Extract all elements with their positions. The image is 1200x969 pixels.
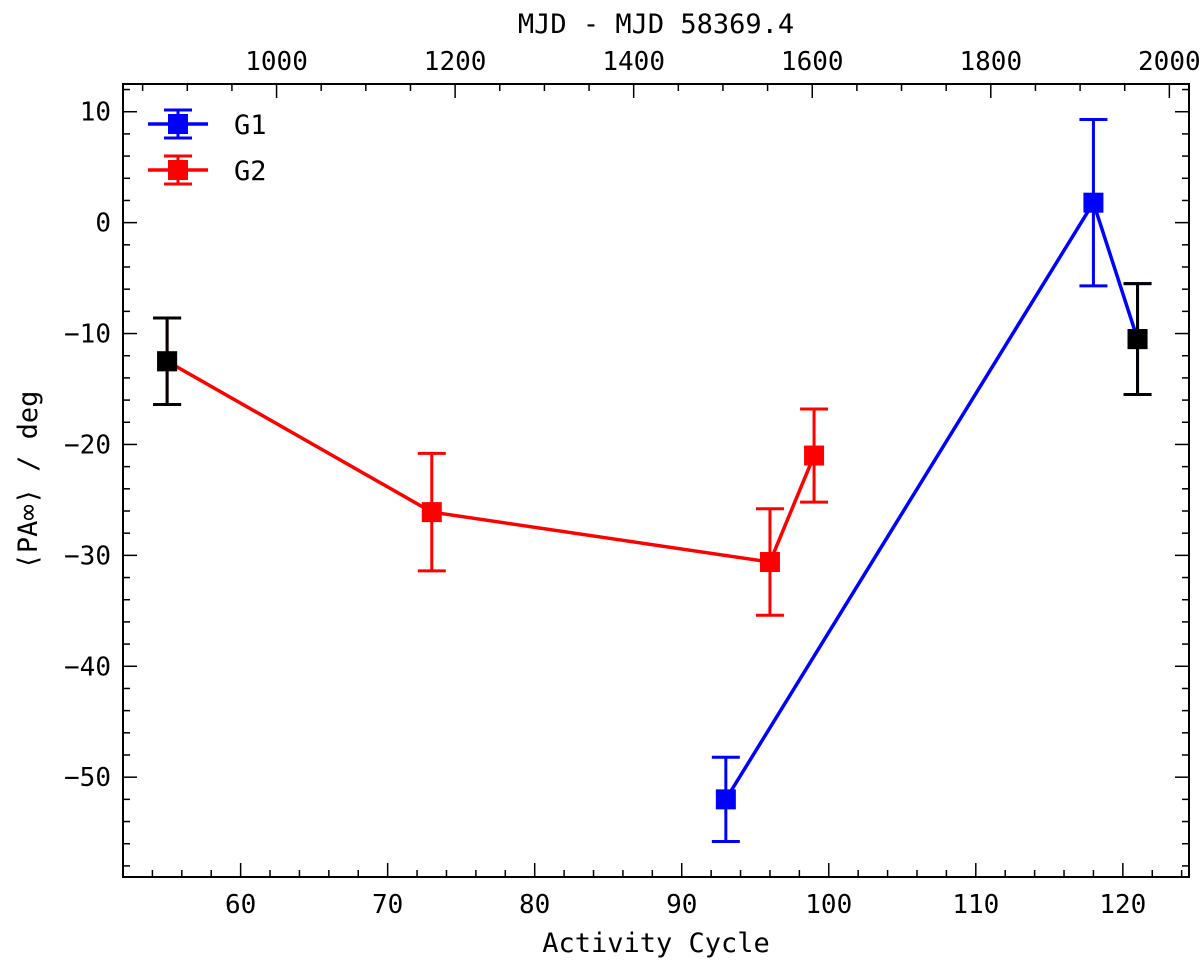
legend-entry-g2: G2 xyxy=(148,154,267,187)
g1-point xyxy=(715,789,736,810)
top-axis-title: MJD - MJD 58369.4 xyxy=(518,9,794,40)
highlight-point xyxy=(1127,329,1148,350)
top-tick-label: 2000 xyxy=(1138,47,1200,77)
x-tick-label: 70 xyxy=(372,890,403,920)
y-tick-label: −40 xyxy=(64,652,111,682)
y-tick-label: −30 xyxy=(64,541,111,571)
top-tick-label: 1800 xyxy=(959,47,1022,77)
series-line-g1 xyxy=(724,198,1140,801)
g2-point xyxy=(421,502,442,523)
g2-point xyxy=(804,445,825,466)
y-tick-label: 10 xyxy=(80,98,111,128)
highlighted-points xyxy=(153,282,1152,407)
highlight-point xyxy=(157,351,178,372)
series-g2 xyxy=(153,316,829,617)
legend-entry-g1: G1 xyxy=(148,108,267,141)
series-layer xyxy=(153,117,1152,844)
y-tick-label: −20 xyxy=(64,430,111,460)
legend-label-g1: G1 xyxy=(234,110,267,141)
x-tick-label: 60 xyxy=(225,890,256,920)
y-axis-title: ⟨PA∞⟩ / deg xyxy=(13,391,44,570)
legend-marker-g1 xyxy=(168,114,188,134)
x-axis-title: Activity Cycle xyxy=(542,928,770,959)
legend-label-g2: G2 xyxy=(234,156,267,187)
x-tick-label: 100 xyxy=(805,890,852,920)
y-tick-label: 0 xyxy=(95,209,111,239)
plot-frame xyxy=(122,83,1190,878)
top-tick-label: 1200 xyxy=(424,47,487,77)
x-tick-label: 120 xyxy=(1099,890,1146,920)
x-tick-label: 90 xyxy=(666,890,697,920)
g2-point xyxy=(759,552,780,573)
g1-point xyxy=(1083,192,1104,213)
legend-marker-g2 xyxy=(168,160,188,180)
series-g1 xyxy=(711,117,1152,844)
top-tick-label: 1600 xyxy=(781,47,844,77)
y-tick-label: −10 xyxy=(64,320,111,350)
series-line-g2 xyxy=(166,359,816,564)
x-tick-label: 110 xyxy=(952,890,999,920)
top-tick-label: 1000 xyxy=(245,47,308,77)
x-tick-label: 80 xyxy=(519,890,550,920)
y-tick-label: −50 xyxy=(64,763,111,793)
top-tick-label: 1400 xyxy=(602,47,665,77)
